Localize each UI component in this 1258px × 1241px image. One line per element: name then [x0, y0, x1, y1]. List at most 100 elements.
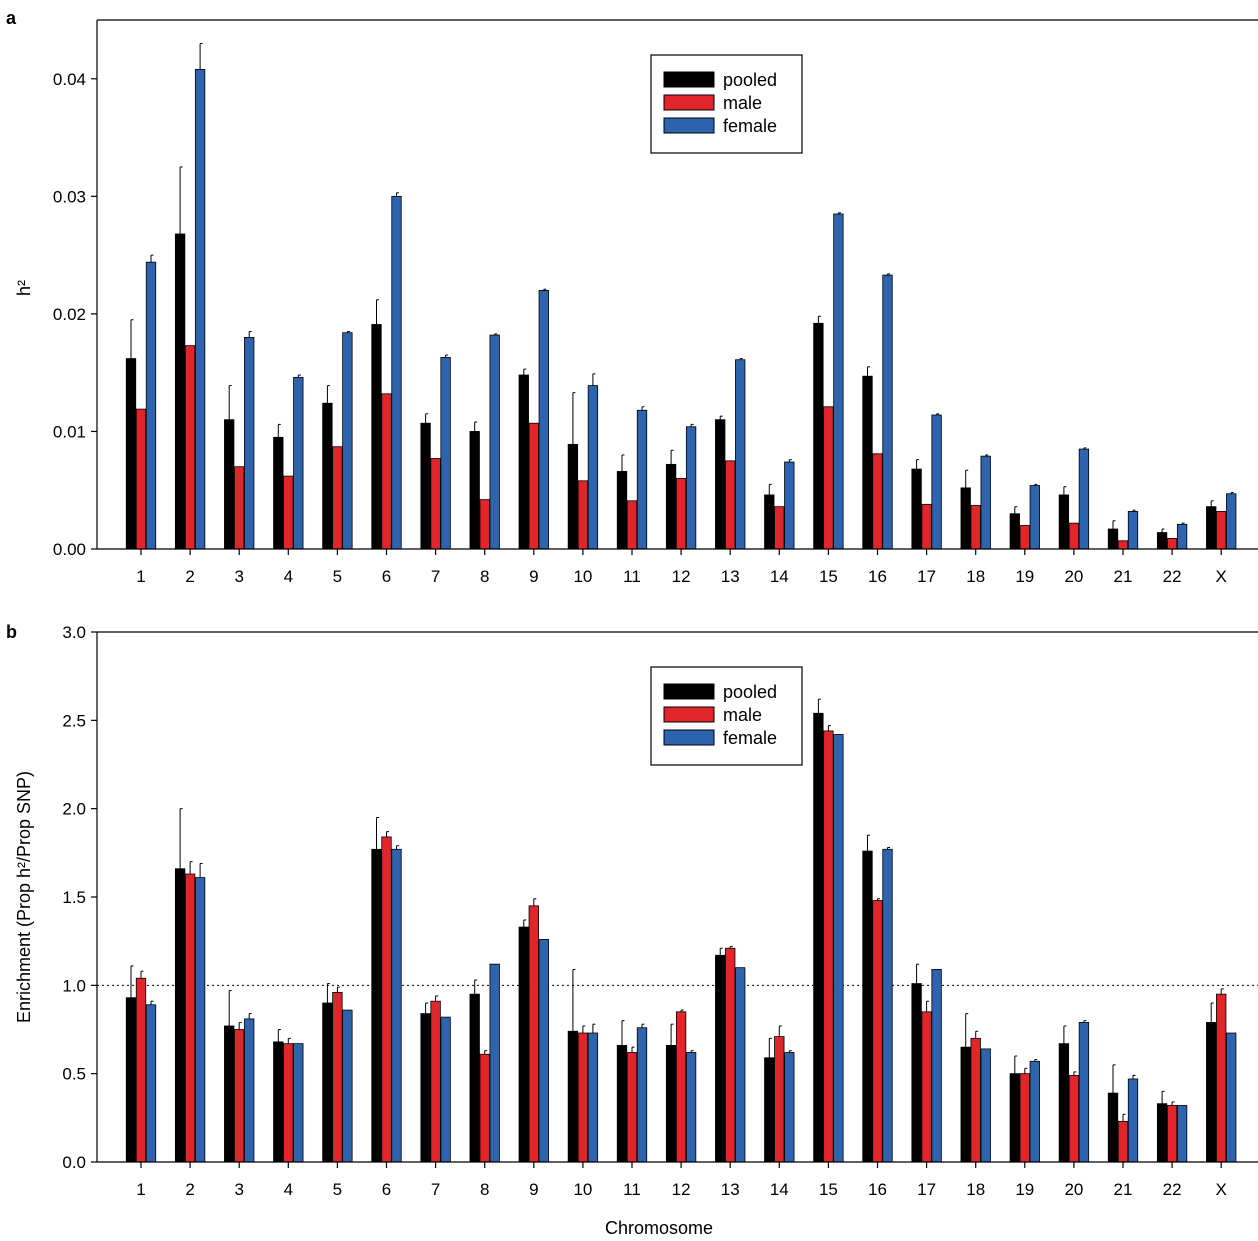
- bar-male-chr-X: [1216, 510, 1227, 550]
- x-tick-label-chr-4: 4: [284, 1180, 293, 1199]
- bar-male-chr-3: [234, 1029, 245, 1163]
- y-tick-label: 2.5: [62, 711, 86, 730]
- bar-pooled-chr-2: [174, 868, 186, 1163]
- bar-female-chr-1: [145, 261, 157, 550]
- bar-male-chr-5: [332, 446, 343, 550]
- bar-male-chr-6: [381, 393, 392, 550]
- y-tick-label: 0.04: [53, 70, 86, 89]
- bar-pooled-chr-11: [616, 1045, 628, 1163]
- bar-female-chr-15: [833, 213, 844, 550]
- bar-male-chr-10: [577, 480, 589, 550]
- x-tick-label-chr-5: 5: [333, 567, 342, 586]
- bar-pooled-chr-13: [715, 954, 726, 1163]
- legend-swatch-pooled: [663, 683, 715, 700]
- x-tick-label-chr-11: 11: [623, 1180, 641, 1199]
- bar-female-chr-17: [931, 414, 942, 550]
- bar-male-chr-12: [675, 1011, 687, 1163]
- bar-pooled-chr-X: [1206, 506, 1217, 550]
- y-tick-label: 0.02: [53, 305, 86, 324]
- x-tick-label-chr-13: 13: [721, 1180, 740, 1199]
- x-tick-label-chr-21: 21: [1114, 1180, 1133, 1199]
- bar-male-chr-4: [283, 475, 294, 550]
- y-tick-label: 1.5: [62, 888, 86, 907]
- bar-pooled-chr-20: [1058, 1043, 1070, 1163]
- bar-female-chr-5: [342, 332, 353, 550]
- bar-pooled-chr-9: [518, 374, 529, 550]
- bar-pooled-chr-13: [715, 419, 726, 550]
- bar-male-chr-14: [774, 1036, 785, 1163]
- bar-pooled-chr-17: [911, 983, 922, 1163]
- bar-pooled-chr-17: [911, 468, 922, 550]
- x-tick-label-chr-18: 18: [966, 567, 985, 586]
- bar-male-chr-6: [381, 836, 392, 1163]
- bar-female-chr-4: [293, 376, 304, 550]
- bar-male-chr-7: [430, 458, 441, 550]
- x-axis-title: Chromosome: [605, 1218, 713, 1238]
- x-tick-label-chr-7: 7: [431, 1180, 440, 1199]
- x-tick-label-chr-1: 1: [136, 1180, 145, 1199]
- x-tick-label-chr-15: 15: [819, 567, 838, 586]
- bar-female-chr-19: [1029, 485, 1040, 550]
- bar-female-chr-2: [194, 68, 206, 550]
- x-tick-label-chr-10: 10: [573, 1180, 592, 1199]
- bar-female-chr-21: [1127, 510, 1139, 550]
- y-tick-label: 0.00: [53, 540, 86, 559]
- bar-male-chr-18: [970, 1037, 981, 1163]
- bar-female-chr-16: [882, 848, 893, 1163]
- legend-swatch-male: [663, 706, 715, 723]
- bar-female-chr-10: [587, 1032, 599, 1163]
- bar-male-chr-9: [528, 905, 539, 1163]
- bar-female-chr-12: [685, 426, 697, 550]
- bar-female-chr-7: [440, 1016, 451, 1163]
- x-tick-label-chr-7: 7: [431, 567, 440, 586]
- panel-b-letter: b: [6, 622, 17, 642]
- x-tick-label-chr-19: 19: [1015, 1180, 1034, 1199]
- legend-swatch-female: [663, 729, 715, 746]
- bar-female-chr-3: [244, 1018, 255, 1163]
- bar-pooled-chr-3: [224, 419, 235, 550]
- legend-label-pooled: pooled: [723, 70, 777, 90]
- bar-male-chr-17: [921, 1011, 932, 1163]
- bar-pooled-chr-5: [322, 1002, 333, 1163]
- bar-pooled-chr-4: [273, 1041, 284, 1163]
- x-tick-label-chr-11: 11: [623, 567, 641, 586]
- bar-pooled-chr-6: [371, 848, 382, 1163]
- legend-swatch-pooled: [663, 71, 715, 88]
- bar-pooled-chr-7: [420, 422, 431, 550]
- bar-female-chr-5: [342, 1009, 353, 1163]
- panel-b-chart: b Enrichment (Prop h²/Prop SNP) 0.0 0.5 1.…: [6, 622, 1258, 1199]
- bar-pooled-chr-4: [273, 436, 284, 550]
- bar-male-chr-20: [1068, 522, 1080, 550]
- bar-female-chr-3: [244, 336, 255, 550]
- bar-pooled-chr-15: [813, 712, 824, 1163]
- bar-male-chr-19: [1019, 1073, 1030, 1163]
- bar-female-chr-2: [194, 877, 206, 1163]
- x-tick-label-chr-16: 16: [868, 567, 887, 586]
- panel-a-letter: a: [6, 8, 17, 28]
- bar-female-chr-17: [931, 969, 942, 1163]
- bar-male-chr-X: [1216, 993, 1227, 1163]
- legend-swatch-male: [663, 94, 715, 111]
- bar-pooled-chr-14: [764, 494, 775, 550]
- bar-pooled-chr-X: [1206, 1022, 1217, 1163]
- legend-label-pooled: pooled: [723, 682, 777, 702]
- bar-female-chr-15: [833, 734, 844, 1163]
- x-tick-label-chr-3: 3: [234, 567, 243, 586]
- bar-female-chr-13: [735, 967, 746, 1163]
- bar-female-chr-22: [1176, 523, 1188, 550]
- legend-label-male: male: [723, 705, 762, 725]
- bar-female-chr-22: [1176, 1105, 1188, 1163]
- bar-female-chr-X: [1226, 1032, 1237, 1163]
- bar-female-chr-18: [980, 1048, 991, 1163]
- bar-pooled-chr-8: [469, 431, 480, 550]
- bar-male-chr-1: [135, 408, 147, 550]
- bar-pooled-chr-1: [125, 997, 137, 1163]
- panel-a-chart: a h² 0.000.010.020.030.041 2 3 4 5 6 7 8 9 10 11 12…: [6, 8, 1258, 586]
- bar-pooled-chr-2: [174, 233, 186, 550]
- x-tick-label-chr-8: 8: [480, 1180, 489, 1199]
- bar-pooled-chr-21: [1107, 1092, 1119, 1163]
- bar-male-chr-14: [774, 506, 785, 550]
- y-tick-label: 2.0: [62, 800, 86, 819]
- x-tick-label-chr-20: 20: [1064, 1180, 1083, 1199]
- x-tick-label-chr-8: 8: [480, 567, 489, 586]
